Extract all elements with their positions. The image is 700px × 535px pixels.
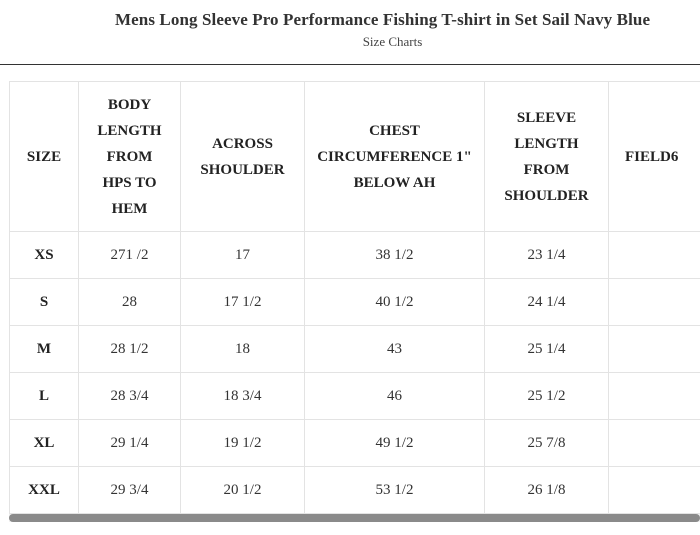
cell-field6 bbox=[608, 278, 700, 326]
cell-chest-circumference: 46 bbox=[304, 372, 485, 420]
cell-body-length: 28 1/2 bbox=[78, 325, 181, 373]
header-sleeve-length: SLEEVE LENGTH FROM SHOULDER bbox=[484, 81, 609, 232]
header-body-length: BODY LENGTH FROM HPS TO HEM bbox=[78, 81, 181, 232]
cell-chest-circumference: 53 1/2 bbox=[304, 466, 485, 514]
cell-size: S bbox=[9, 278, 79, 326]
cell-across-shoulder: 20 1/2 bbox=[180, 466, 305, 514]
cell-body-length: 28 3/4 bbox=[78, 372, 181, 420]
cell-across-shoulder: 18 3/4 bbox=[180, 372, 305, 420]
cell-size: XS bbox=[9, 231, 79, 279]
cell-chest-circumference: 43 bbox=[304, 325, 485, 373]
cell-size: XL bbox=[9, 419, 79, 467]
cell-sleeve-length: 25 1/4 bbox=[484, 325, 609, 373]
cell-sleeve-length: 25 1/2 bbox=[484, 372, 609, 420]
cell-chest-circumference: 49 1/2 bbox=[304, 419, 485, 467]
scrollbar-thumb[interactable] bbox=[9, 514, 700, 522]
cell-chest-circumference: 40 1/2 bbox=[304, 278, 485, 326]
header-chest-circumference: CHEST CIRCUMFERENCE 1" BELOW AH bbox=[304, 81, 485, 232]
cell-across-shoulder: 18 bbox=[180, 325, 305, 373]
table-row: XS 271 /2 17 38 1/2 23 1/4 bbox=[9, 231, 700, 279]
cell-body-length: 29 1/4 bbox=[78, 419, 181, 467]
cell-size: L bbox=[9, 372, 79, 420]
cell-sleeve-length: 24 1/4 bbox=[484, 278, 609, 326]
table-header-row: SIZE BODY LENGTH FROM HPS TO HEM ACROSS … bbox=[9, 81, 700, 232]
header-size: SIZE bbox=[9, 81, 79, 232]
table-row: M 28 1/2 18 43 25 1/4 bbox=[9, 325, 700, 373]
cell-field6 bbox=[608, 419, 700, 467]
cell-across-shoulder: 17 1/2 bbox=[180, 278, 305, 326]
size-chart-table: SIZE BODY LENGTH FROM HPS TO HEM ACROSS … bbox=[9, 81, 700, 514]
cell-body-length: 29 3/4 bbox=[78, 466, 181, 514]
header-across-shoulder: ACROSS SHOULDER bbox=[180, 81, 305, 232]
table-body: XS 271 /2 17 38 1/2 23 1/4 S 28 17 1/2 40 1/2 24 … bbox=[9, 231, 700, 514]
cell-body-length: 271 /2 bbox=[78, 231, 181, 279]
cell-sleeve-length: 26 1/8 bbox=[484, 466, 609, 514]
cell-sleeve-length: 23 1/4 bbox=[484, 231, 609, 279]
table-row: L 28 3/4 18 3/4 46 25 1/2 bbox=[9, 372, 700, 420]
size-chart-container: SIZE BODY LENGTH FROM HPS TO HEM ACROSS … bbox=[9, 81, 700, 514]
horizontal-scrollbar[interactable] bbox=[9, 514, 700, 522]
cell-size: M bbox=[9, 325, 79, 373]
table-row: XL 29 1/4 19 1/2 49 1/2 25 7/8 bbox=[9, 419, 700, 467]
page-subtitle: Size Charts bbox=[362, 34, 423, 49]
page-title: Mens Long Sleeve Pro Performance Fishing… bbox=[115, 10, 651, 29]
cell-across-shoulder: 19 1/2 bbox=[180, 419, 305, 467]
cell-sleeve-length: 25 7/8 bbox=[484, 419, 609, 467]
cell-body-length: 28 bbox=[78, 278, 181, 326]
cell-field6 bbox=[608, 325, 700, 373]
table-row: XXL 29 3/4 20 1/2 53 1/2 26 1/8 bbox=[9, 466, 700, 514]
cell-chest-circumference: 38 1/2 bbox=[304, 231, 485, 279]
page-header: Mens Long Sleeve Pro Performance Fishing… bbox=[0, 0, 700, 65]
table-row: S 28 17 1/2 40 1/2 24 1/4 bbox=[9, 278, 700, 326]
cell-field6 bbox=[608, 372, 700, 420]
cell-size: XXL bbox=[9, 466, 79, 514]
cell-across-shoulder: 17 bbox=[180, 231, 305, 279]
cell-field6 bbox=[608, 231, 700, 279]
header-field6: FIELD6 bbox=[608, 81, 700, 232]
cell-field6 bbox=[608, 466, 700, 514]
